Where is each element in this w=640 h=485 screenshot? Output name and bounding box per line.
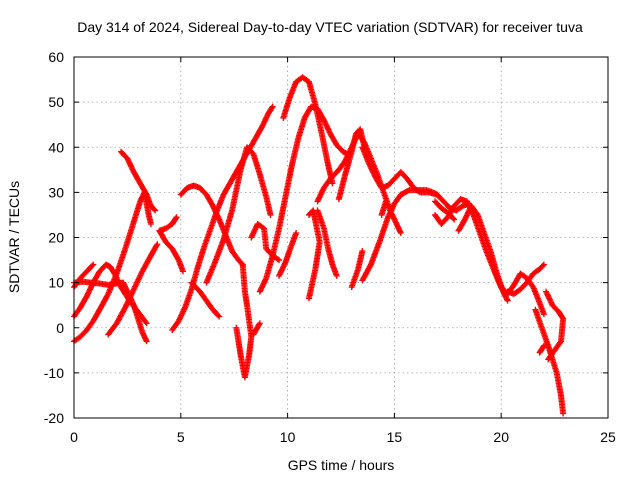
data-point-marker: [307, 210, 314, 217]
x-axis-label: GPS time / hours: [288, 457, 395, 473]
data-point-marker: [238, 260, 245, 267]
y-tick-label: -20: [44, 410, 64, 426]
series-pass-i: [169, 103, 276, 334]
y-tick-label: 50: [48, 94, 64, 110]
data-point-marker: [153, 242, 160, 249]
chart-title: Day 314 of 2024, Sidereal Day-to-day VTE…: [77, 19, 583, 35]
y-tick-label: 60: [48, 49, 64, 65]
series-pass-l: [203, 144, 274, 286]
data-point-marker: [256, 321, 263, 328]
y-tick-label: 20: [48, 230, 64, 246]
data-point-marker: [434, 191, 441, 198]
y-tick-label: 10: [48, 275, 64, 291]
data-point-marker: [239, 261, 246, 268]
data-point-marker: [147, 220, 154, 227]
series-pass-t: [314, 207, 340, 279]
data-point-marker: [216, 313, 223, 320]
series-pass-m: [233, 261, 255, 381]
series-pass-e: [105, 241, 161, 338]
data-point-marker: [143, 338, 150, 345]
data-point-marker: [142, 190, 149, 197]
series-pass-r: [276, 229, 300, 279]
data-point-marker: [151, 206, 158, 213]
data-point-marker: [152, 207, 159, 214]
series-pass-ab: [431, 198, 458, 223]
data-point-marker: [256, 320, 263, 327]
data-point-marker: [142, 318, 149, 325]
x-tick-label: 25: [600, 429, 616, 445]
data-point-marker: [359, 248, 366, 255]
y-tick-label: 30: [48, 184, 64, 200]
y-tick-label: 0: [56, 320, 64, 336]
data-point-marker: [173, 214, 180, 221]
x-tick-label: 0: [70, 429, 78, 445]
series-pass-w: [348, 248, 366, 291]
series-pass-v: [335, 126, 368, 203]
data-point-marker: [89, 262, 96, 269]
data-point-marker: [560, 410, 567, 417]
data-point-marker: [172, 215, 179, 222]
data-point-marker: [174, 255, 181, 262]
data-point-marker: [333, 272, 340, 279]
series-pass-o: [250, 320, 263, 338]
data-point-marker: [179, 268, 186, 275]
series-pass-af: [532, 306, 567, 417]
data-point-marker: [104, 292, 111, 299]
series-pass-ae: [504, 261, 547, 297]
y-tick-label: 40: [48, 139, 64, 155]
x-tick-label: 5: [177, 429, 185, 445]
data-point-marker: [143, 320, 150, 327]
data-point-marker: [267, 211, 274, 218]
series-pass-ag: [543, 288, 567, 363]
data-point-marker: [276, 257, 283, 264]
data-point-marker: [546, 355, 553, 362]
data-point-marker: [397, 229, 404, 236]
mark-layer: [71, 74, 567, 417]
data-point-marker: [293, 229, 300, 236]
data-point-marker: [90, 261, 97, 268]
series-pass-z: [378, 198, 389, 218]
axis-layer: 0 5 10 15 20 25 -20 -10 0 10 20 30 40 50 60: [44, 49, 616, 445]
data-point-marker: [269, 103, 276, 110]
data-point-marker: [415, 188, 422, 195]
data-point-marker: [545, 356, 552, 363]
series-pass-x: [359, 187, 473, 284]
data-point-marker: [154, 241, 161, 248]
y-tick-label: -10: [44, 365, 64, 381]
y-axis-label: SDTVAR / TECUs: [6, 181, 22, 293]
series-pass-c: [71, 261, 150, 327]
grid-layer: [74, 57, 608, 418]
series-pass-ah: [536, 342, 547, 356]
data-point-marker: [540, 311, 547, 318]
data-point-marker: [367, 262, 374, 269]
series-pass-s: [305, 207, 323, 302]
data-point-marker: [382, 198, 389, 205]
series-pass-h: [156, 227, 186, 275]
plot-frame: [73, 56, 609, 419]
x-tick-label: 10: [280, 429, 296, 445]
series-pass-y: [359, 144, 441, 198]
data-point-marker: [540, 342, 547, 349]
data-point-marker: [540, 261, 547, 268]
series-pass-f: [117, 148, 159, 214]
data-point-marker: [451, 216, 458, 223]
data-point-marker: [504, 297, 511, 304]
x-tick-label: 15: [387, 429, 403, 445]
data-point-marker: [540, 343, 547, 350]
data-point-marker: [268, 104, 275, 111]
data-point-marker: [274, 256, 281, 263]
data-point-marker: [305, 211, 312, 218]
series-pass-k: [188, 279, 223, 320]
data-point-marker: [215, 312, 222, 319]
data-point-marker: [450, 215, 457, 222]
x-tick-label: 20: [493, 429, 509, 445]
data-point-marker: [539, 262, 546, 269]
